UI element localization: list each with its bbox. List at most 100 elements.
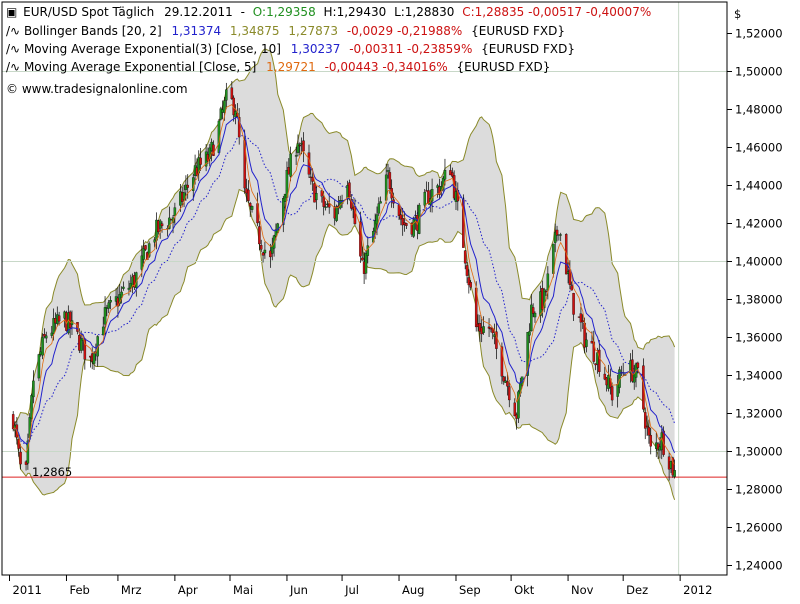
candlestick xyxy=(315,186,318,210)
candlestick xyxy=(530,294,533,332)
bollinger-band-layer xyxy=(12,48,676,500)
candle-body xyxy=(581,320,585,323)
last-level-label: 1,2865 xyxy=(32,465,72,479)
candle-body xyxy=(219,108,223,120)
candlestick xyxy=(324,201,327,211)
candlestick xyxy=(261,251,265,263)
candlestick xyxy=(631,349,634,383)
candle-body xyxy=(478,323,482,332)
ema10-name: Moving Average Exponential(3) [Close, 10… xyxy=(24,42,281,56)
candlestick xyxy=(302,132,305,163)
candlestick xyxy=(142,239,145,267)
candlestick xyxy=(298,142,302,156)
candlestick xyxy=(533,311,537,323)
candle-body xyxy=(555,229,559,236)
ema5-change: -0,00443 -0,34016% xyxy=(325,60,448,74)
candlestick xyxy=(250,205,254,213)
candlestick xyxy=(482,316,485,335)
candlestick xyxy=(258,221,261,251)
bollinger-mid-line xyxy=(12,134,676,446)
candle-body xyxy=(399,214,403,220)
x-tick-label: Dez xyxy=(626,583,648,597)
candle-body xyxy=(423,191,426,206)
candle-body xyxy=(120,291,123,298)
candle-body xyxy=(269,250,272,258)
candlestick xyxy=(19,444,22,470)
candlestick xyxy=(412,216,415,238)
candle-body xyxy=(144,245,147,250)
instrument-name: EUR/USD Spot Täglich xyxy=(23,5,154,19)
candle-body xyxy=(37,354,41,379)
candlestick xyxy=(531,303,535,318)
candle-body xyxy=(307,152,311,175)
candle-body xyxy=(186,184,189,188)
candlestick xyxy=(366,236,370,264)
candle-body xyxy=(212,144,215,156)
ema10-line xyxy=(13,116,676,454)
candle-body xyxy=(642,365,645,410)
candlestick xyxy=(451,167,454,179)
candlestick xyxy=(513,398,517,417)
candlestick xyxy=(101,316,105,336)
candlestick xyxy=(109,296,112,310)
candlestick xyxy=(247,180,250,203)
indicator-icon: /∿ xyxy=(6,42,20,56)
candle-body xyxy=(140,255,144,270)
candle-body xyxy=(171,217,175,223)
header-line-4: /∿ Moving Average Exponential [Close, 5]… xyxy=(6,60,550,74)
candle-body xyxy=(122,286,125,289)
candle-body xyxy=(19,451,22,465)
y-tick-label: 1,42000 xyxy=(735,217,783,231)
candle-body xyxy=(386,170,390,172)
x-axis-ticks: 2011 Feb Mrz Apr Mai Jun Jul Aug Sep Okt Nov Dez 201… xyxy=(9,575,712,597)
candlestick xyxy=(643,407,647,440)
candle-body xyxy=(530,304,533,332)
candle-body xyxy=(388,172,392,189)
close-value: C:1,28835 -0,00517 -0,40007% xyxy=(462,5,651,19)
bollinger-mid: 1,31374 xyxy=(171,24,221,38)
y-tick-label: 1,24000 xyxy=(735,559,783,573)
candle-body xyxy=(553,231,557,243)
x-tick-label: Feb xyxy=(69,583,89,597)
candlestick xyxy=(386,163,390,179)
candle-body xyxy=(506,381,509,387)
plot-border xyxy=(1,1,728,576)
candlestick xyxy=(579,303,583,332)
candle-body xyxy=(350,199,353,209)
candle-body xyxy=(579,313,583,323)
x-tick-label: Nov xyxy=(571,583,594,597)
candle-body xyxy=(364,253,368,274)
candle-body xyxy=(636,362,640,368)
candlestick xyxy=(502,375,506,385)
candle-body xyxy=(513,402,517,417)
y-tick-label: 1,26000 xyxy=(735,521,783,535)
bollinger-lower: 1,27873 xyxy=(288,24,338,38)
candle-body xyxy=(248,203,252,207)
ema5-value: 1,29721 xyxy=(266,60,316,74)
candlestick xyxy=(359,211,362,263)
y-axis-ticks: 1,24000 1,26000 1,28000 1,30000 1,32000 1,340… xyxy=(727,27,783,573)
candle-body xyxy=(517,391,520,419)
header-date: 29.12.2011 xyxy=(164,5,233,19)
candle-body xyxy=(26,440,30,464)
candle-body xyxy=(559,234,562,236)
bollinger-band-fill xyxy=(13,48,675,500)
candle-body xyxy=(401,218,404,226)
x-tick-label: Mai xyxy=(233,583,253,597)
candlestick xyxy=(555,225,559,242)
y-tick-label: 1,28000 xyxy=(735,483,783,497)
candle-body xyxy=(572,293,575,315)
candlestick xyxy=(610,382,614,406)
candle-body xyxy=(68,311,72,328)
candlestick xyxy=(350,194,353,211)
candle-body xyxy=(373,220,377,232)
candle-body xyxy=(92,353,96,364)
candle-body xyxy=(41,337,44,356)
candlestick xyxy=(26,433,30,470)
candle-body xyxy=(482,326,485,333)
candle-body xyxy=(327,203,331,208)
candle-body xyxy=(259,245,263,250)
candle-body xyxy=(294,155,298,157)
candlestick xyxy=(79,330,83,354)
candle-body xyxy=(322,196,325,207)
